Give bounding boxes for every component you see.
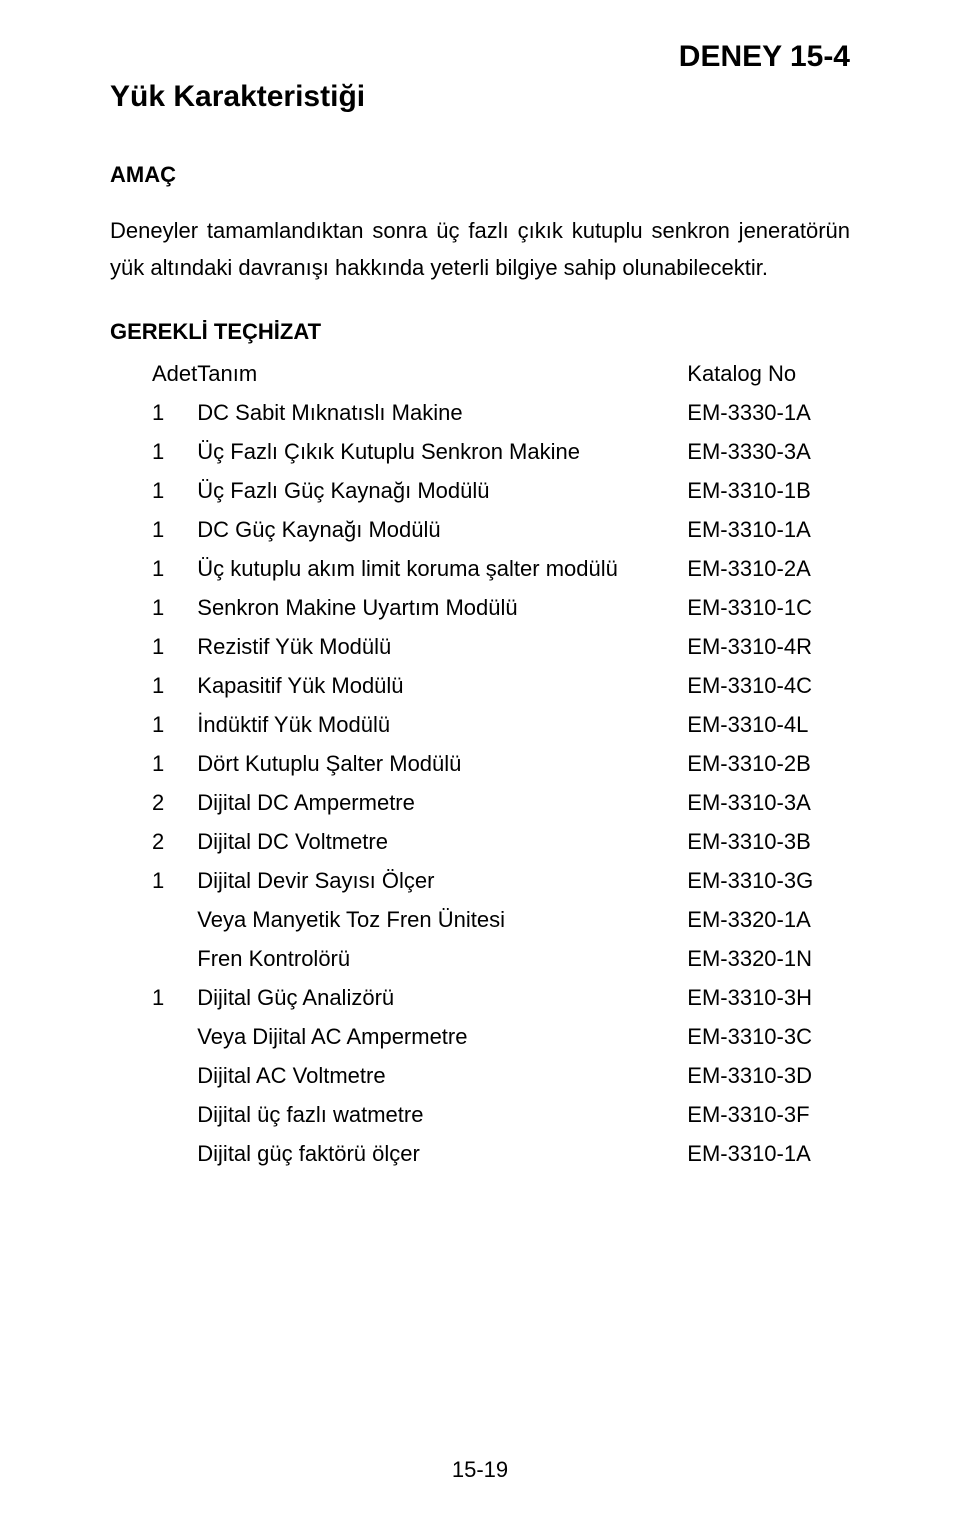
cell-qty: 1 <box>110 862 197 901</box>
table-row: 1 Rezistif Yük Modülü EM-3310-4R <box>110 628 850 667</box>
cell-cat: EM-3310-3F <box>687 1096 850 1135</box>
table-row: Dijital AC Voltmetre EM-3310-3D <box>110 1057 850 1096</box>
cell-desc: Dijital üç fazlı watmetre <box>197 1096 687 1135</box>
cell-qty: 1 <box>110 472 197 511</box>
cell-desc: Veya Manyetik Toz Fren Ünitesi <box>197 901 687 940</box>
cell-desc: DC Sabit Mıknatıslı Makine <box>197 394 687 433</box>
table-row: 1 Üç Fazlı Güç Kaynağı Modülü EM-3310-1B <box>110 472 850 511</box>
cell-desc: Veya Dijital AC Ampermetre <box>197 1018 687 1057</box>
cell-cat: EM-3310-3D <box>687 1057 850 1096</box>
cell-qty <box>110 1135 197 1174</box>
cell-desc: Dijital DC Ampermetre <box>197 784 687 823</box>
cell-cat: EM-3310-1A <box>687 511 850 550</box>
table-row: 1 Dijital Güç Analizörü EM-3310-3H <box>110 979 850 1018</box>
purpose-heading: AMAÇ <box>110 162 850 188</box>
cell-desc: Üç kutuplu akım limit koruma şalter modü… <box>197 550 687 589</box>
cell-qty <box>110 1057 197 1096</box>
table-row: Veya Manyetik Toz Fren Ünitesi EM-3320-1… <box>110 901 850 940</box>
table-row: Dijital güç faktörü ölçer EM-3310-1A <box>110 1135 850 1174</box>
cell-desc: Kapasitif Yük Modülü <box>197 667 687 706</box>
cell-cat: EM-3310-3A <box>687 784 850 823</box>
page-title: Yük Karakteristiği <box>110 80 850 114</box>
cell-qty: 1 <box>110 745 197 784</box>
cell-qty <box>110 1096 197 1135</box>
cell-qty <box>110 940 197 979</box>
cell-desc: Senkron Makine Uyartım Modülü <box>197 589 687 628</box>
table-row: Fren Kontrolörü EM-3320-1N <box>110 940 850 979</box>
cell-desc: Dijital DC Voltmetre <box>197 823 687 862</box>
cell-cat: EM-3310-2A <box>687 550 850 589</box>
cell-qty: 1 <box>110 433 197 472</box>
cell-cat: EM-3330-3A <box>687 433 850 472</box>
cell-desc: İndüktif Yük Modülü <box>197 706 687 745</box>
table-row: 1 Dört Kutuplu Şalter Modülü EM-3310-2B <box>110 745 850 784</box>
table-row: Dijital üç fazlı watmetre EM-3310-3F <box>110 1096 850 1135</box>
cell-desc: Üç Fazlı Çıkık Kutuplu Senkron Makine <box>197 433 687 472</box>
table-row: 1 İndüktif Yük Modülü EM-3310-4L <box>110 706 850 745</box>
experiment-code: DENEY 15-4 <box>110 40 850 74</box>
cell-cat: EM-3310-4R <box>687 628 850 667</box>
cell-qty <box>110 1018 197 1057</box>
table-row: 2 Dijital DC Voltmetre EM-3310-3B <box>110 823 850 862</box>
cell-desc: Rezistif Yük Modülü <box>197 628 687 667</box>
table-row: 1 DC Sabit Mıknatıslı Makine EM-3330-1A <box>110 394 850 433</box>
cell-cat: EM-3310-2B <box>687 745 850 784</box>
cell-desc: Fren Kontrolörü <box>197 940 687 979</box>
cell-desc: Dijital Güç Analizörü <box>197 979 687 1018</box>
table-row: 1 Kapasitif Yük Modülü EM-3310-4C <box>110 667 850 706</box>
cell-qty: 2 <box>110 823 197 862</box>
table-row: 1 DC Güç Kaynağı Modülü EM-3310-1A <box>110 511 850 550</box>
cell-cat: EM-3320-1N <box>687 940 850 979</box>
cell-qty: 1 <box>110 589 197 628</box>
purpose-text: Deneyler tamamlandıktan sonra üç fazlı ç… <box>110 212 850 287</box>
cell-cat: EM-3320-1A <box>687 901 850 940</box>
cell-cat: EM-3310-3C <box>687 1018 850 1057</box>
cell-cat: EM-3310-3G <box>687 862 850 901</box>
cell-cat: EM-3310-1A <box>687 1135 850 1174</box>
table-row: 1 Senkron Makine Uyartım Modülü EM-3310-… <box>110 589 850 628</box>
cell-desc: Dört Kutuplu Şalter Modülü <box>197 745 687 784</box>
col-header-cat: Katalog No <box>687 355 850 394</box>
col-header-qty: Adet <box>110 355 197 394</box>
col-header-desc: Tanım <box>197 355 687 394</box>
table-row: 1 Dijital Devir Sayısı Ölçer EM-3310-3G <box>110 862 850 901</box>
table-row: Veya Dijital AC Ampermetre EM-3310-3C <box>110 1018 850 1057</box>
cell-cat: EM-3310-1B <box>687 472 850 511</box>
equipment-heading: GEREKLİ TEÇHİZAT <box>110 319 850 345</box>
cell-desc: Dijital güç faktörü ölçer <box>197 1135 687 1174</box>
table-header-row: Adet Tanım Katalog No <box>110 355 850 394</box>
cell-qty: 1 <box>110 394 197 433</box>
cell-qty: 1 <box>110 667 197 706</box>
page-number: 15-19 <box>0 1457 960 1483</box>
cell-qty: 1 <box>110 628 197 667</box>
cell-cat: EM-3330-1A <box>687 394 850 433</box>
cell-desc: Dijital Devir Sayısı Ölçer <box>197 862 687 901</box>
equipment-table: Adet Tanım Katalog No 1 DC Sabit Mıknatı… <box>110 355 850 1174</box>
cell-cat: EM-3310-1C <box>687 589 850 628</box>
cell-qty: 1 <box>110 550 197 589</box>
cell-cat: EM-3310-4L <box>687 706 850 745</box>
cell-qty: 1 <box>110 706 197 745</box>
cell-qty <box>110 901 197 940</box>
table-row: 1 Üç kutuplu akım limit koruma şalter mo… <box>110 550 850 589</box>
cell-desc: Üç Fazlı Güç Kaynağı Modülü <box>197 472 687 511</box>
cell-desc: DC Güç Kaynağı Modülü <box>197 511 687 550</box>
cell-cat: EM-3310-3B <box>687 823 850 862</box>
cell-qty: 1 <box>110 511 197 550</box>
cell-desc: Dijital AC Voltmetre <box>197 1057 687 1096</box>
cell-qty: 1 <box>110 979 197 1018</box>
table-row: 1 Üç Fazlı Çıkık Kutuplu Senkron Makine … <box>110 433 850 472</box>
cell-cat: EM-3310-3H <box>687 979 850 1018</box>
cell-qty: 2 <box>110 784 197 823</box>
cell-cat: EM-3310-4C <box>687 667 850 706</box>
table-row: 2 Dijital DC Ampermetre EM-3310-3A <box>110 784 850 823</box>
